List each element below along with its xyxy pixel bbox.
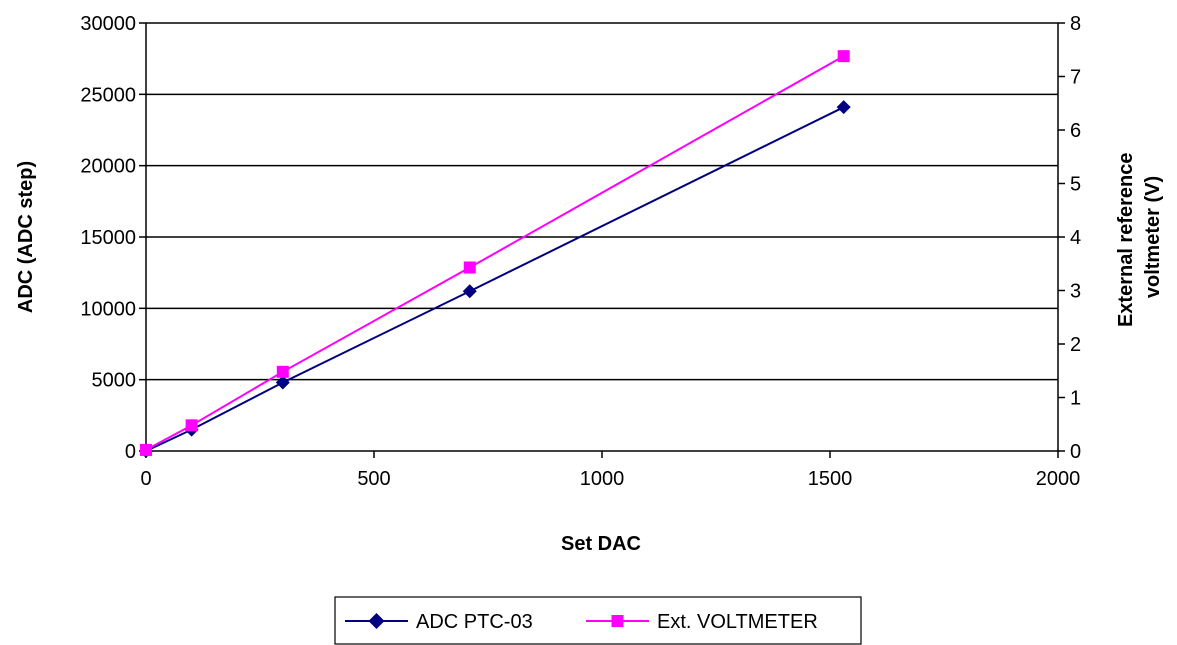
x-tick-label: 1000 — [580, 468, 625, 490]
data-point-diamond — [836, 100, 851, 115]
data-point-square — [140, 443, 152, 456]
y2-tick-label: 0 — [1070, 441, 1081, 463]
y-axis-title: ADC (ADC step) — [15, 161, 37, 313]
x-tick-labels: 0 500 1000 1500 2000 — [140, 468, 1080, 490]
x-tick-label: 2000 — [1036, 468, 1081, 490]
legend-marker-adc — [368, 613, 385, 629]
data-point-diamond — [275, 375, 290, 390]
y2-tick-label: 3 — [1070, 281, 1081, 303]
y-tick-label: 30000 — [80, 13, 136, 35]
data-point-square — [463, 261, 476, 274]
y-tick-label: 15000 — [80, 227, 136, 249]
y2-tick-labels: 0 1 2 3 4 5 6 7 8 — [1070, 13, 1081, 463]
x-axis-title: Set DAC — [561, 533, 641, 555]
legend-label-voltmeter: Ext. VOLTMETER — [657, 611, 818, 633]
data-point-square — [185, 419, 198, 432]
y2-tick-label: 7 — [1070, 67, 1081, 89]
y-tick-label: 20000 — [80, 156, 136, 178]
y2-tick-label: 5 — [1070, 174, 1081, 196]
y-tick-label: 0 — [125, 441, 136, 463]
data-point-square — [276, 365, 289, 378]
y2-tick-label: 4 — [1070, 227, 1081, 249]
series-group — [139, 50, 851, 458]
x-tick-label: 0 — [140, 468, 151, 490]
y-tick-labels: 0 5000 10000 15000 20000 25000 30000 — [80, 13, 136, 463]
y-tick-label: 5000 — [92, 370, 137, 392]
series-line-1 — [145, 55, 845, 451]
y2-tick-label: 6 — [1070, 120, 1081, 142]
series-line-0 — [145, 106, 845, 452]
legend-label-adc: ADC PTC-03 — [416, 611, 533, 633]
y2-axis-title: External reference voltmeter (V) — [1115, 147, 1164, 327]
data-point-diamond — [462, 284, 477, 299]
axes — [139, 22, 1065, 458]
y-tick-label: 10000 — [80, 298, 136, 320]
x-tick-label: 1500 — [808, 468, 853, 490]
grid-lines — [146, 22, 1058, 381]
y-tick-label: 25000 — [80, 84, 136, 106]
y2-tick-label: 2 — [1070, 334, 1081, 356]
legend-marker-voltmeter — [611, 615, 624, 627]
legend: ADC PTC-03 Ext. VOLTMETER — [334, 596, 862, 645]
y2-tick-label: 1 — [1070, 388, 1081, 410]
y2-axis-title-line-2: voltmeter (V) — [1142, 176, 1164, 298]
y2-tick-label: 8 — [1070, 13, 1081, 35]
y2-axis-title-line-1: External reference — [1115, 153, 1137, 328]
data-point-square — [837, 50, 850, 63]
x-tick-label: 500 — [357, 468, 390, 490]
